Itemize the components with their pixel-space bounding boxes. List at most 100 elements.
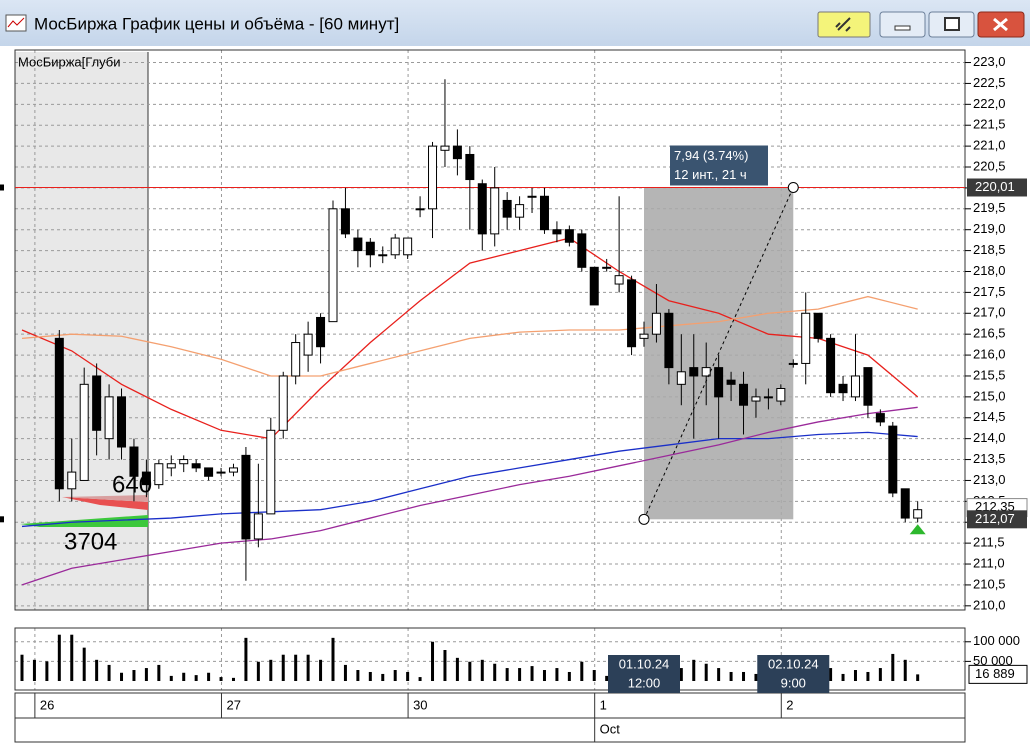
last-price-label: 212,07	[975, 511, 1015, 526]
candle-body	[913, 509, 923, 519]
moving-average	[21, 237, 919, 440]
candle-body	[552, 229, 562, 235]
candle-body	[515, 204, 525, 218]
candle-body	[751, 396, 761, 402]
candle-body	[888, 425, 898, 494]
month-row	[14, 717, 966, 743]
candle-body	[179, 459, 189, 465]
candle-body	[801, 312, 811, 364]
depth-panel-label: МосБиржа[Глуби	[18, 54, 121, 69]
candle-body	[465, 153, 475, 181]
last-price-marker	[909, 524, 926, 535]
candle-body	[776, 388, 786, 402]
candle-body	[452, 145, 462, 160]
y-tick-label: 213,0	[973, 472, 1006, 487]
candle-body	[639, 333, 649, 339]
candle-body	[739, 383, 749, 406]
candle-body	[763, 396, 773, 399]
candle-body	[490, 187, 500, 235]
y-tick-label: 216,0	[973, 347, 1006, 362]
close-icon	[993, 17, 1008, 32]
measure-end	[787, 181, 799, 193]
moving-average	[21, 295, 918, 377]
candle-body	[104, 396, 114, 440]
depth-ask-shade	[62, 495, 148, 502]
volume-tick-label: 50 000	[973, 653, 1013, 668]
depth-bid-label: 3704	[64, 528, 117, 555]
y-tick-label: 211,5	[973, 535, 1005, 550]
candle-body	[440, 145, 450, 151]
y-tick-label: 213,5	[973, 451, 1006, 466]
last-price-box	[967, 510, 1027, 529]
candle-body	[689, 367, 699, 377]
moving-average	[21, 431, 918, 528]
moving-average	[21, 406, 918, 586]
y-tick-label: 216,5	[973, 326, 1006, 341]
y-tick-label: 217,5	[973, 284, 1006, 299]
y-tick-label: 211,0	[973, 555, 1005, 570]
candle-body	[664, 312, 674, 369]
y-tick-label: 210,5	[973, 576, 1006, 591]
candle-body	[539, 195, 549, 231]
y-tick-label: 218,5	[973, 242, 1006, 257]
day-label: 2	[786, 697, 793, 712]
prev-price-label: 212,35	[975, 499, 1015, 514]
y-tick-label: 215,5	[973, 367, 1006, 382]
candle-body	[651, 312, 661, 335]
cursor-label-box	[757, 655, 830, 693]
day-label: 27	[226, 697, 240, 712]
volume-last-box	[968, 664, 1028, 684]
candle-body	[863, 367, 873, 406]
candle-body	[291, 342, 301, 377]
candle-body	[378, 254, 388, 257]
y-tick-label: 219,0	[973, 221, 1006, 236]
y-tick-label: 214,0	[973, 430, 1006, 445]
y-tick-label: 222,5	[973, 75, 1006, 90]
candle-body	[154, 463, 164, 486]
y-tick-label: 222,0	[973, 96, 1006, 111]
maximize-icon	[944, 17, 960, 31]
candle-body	[129, 446, 139, 477]
app-icon-line	[7, 17, 25, 28]
candle-body	[701, 367, 711, 377]
candle-body	[838, 383, 848, 394]
candle-body	[589, 266, 599, 306]
candle-body	[141, 471, 151, 486]
candle-body	[278, 375, 288, 431]
candle-body	[390, 237, 400, 256]
candle-body	[477, 183, 487, 235]
y-tick-label: 214,5	[973, 409, 1006, 424]
candle-body	[850, 375, 860, 398]
candle-body	[726, 379, 736, 385]
y-tick-label: 221,0	[973, 138, 1006, 153]
candle-body	[875, 413, 885, 423]
candle-body	[614, 275, 624, 285]
cursor-date: 01.10.24	[619, 656, 670, 671]
candle-body	[428, 145, 438, 210]
candle-body	[788, 362, 798, 365]
hline-price-box	[967, 178, 1027, 197]
candle-body	[577, 233, 587, 268]
candle-body	[166, 463, 176, 469]
y-tick-label: 215,0	[973, 388, 1006, 403]
cursor-time: 12:00	[628, 675, 661, 690]
minimize-button[interactable]	[879, 11, 926, 38]
candle-body	[266, 429, 276, 515]
y-tick-label: 210,0	[973, 597, 1006, 612]
measure-label-box	[670, 145, 768, 186]
candle-body	[303, 333, 313, 356]
candle-body	[564, 229, 574, 243]
day-label: 1	[600, 697, 607, 712]
measure-start	[638, 513, 650, 525]
candle-body	[67, 471, 77, 490]
candle-body	[228, 467, 238, 473]
candle-body	[403, 237, 413, 256]
candle-body	[191, 463, 201, 469]
candle-body	[502, 199, 512, 218]
candle-body	[353, 237, 363, 252]
volume-last-label: 16 889	[975, 666, 1015, 681]
candle-body	[527, 195, 537, 198]
candle-body	[714, 367, 724, 398]
candle-body	[602, 266, 612, 269]
